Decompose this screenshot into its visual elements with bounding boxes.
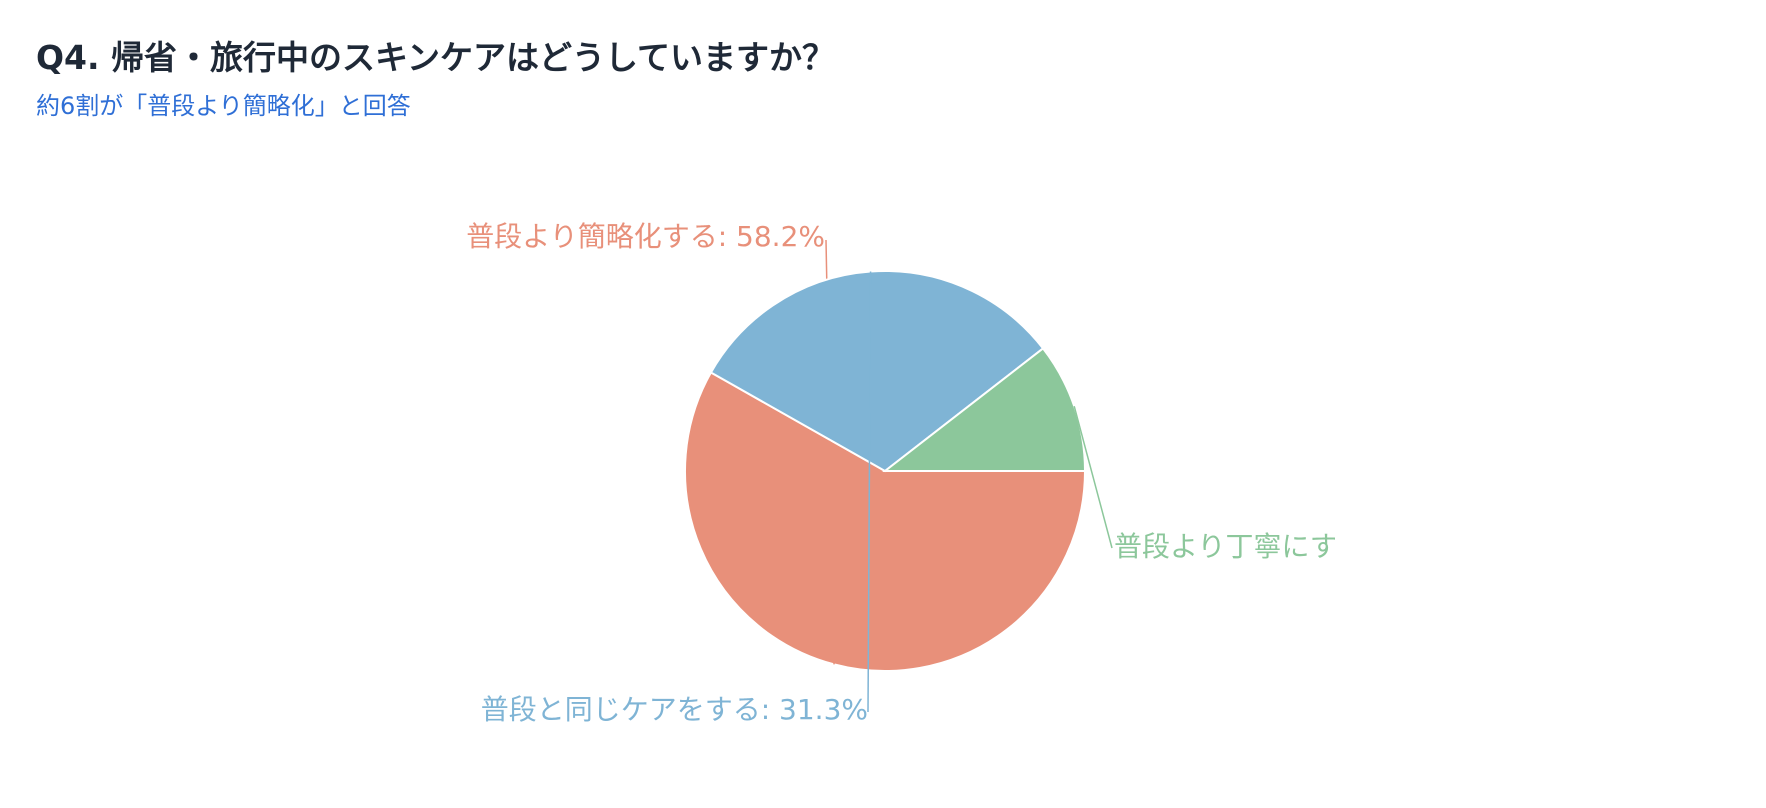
chart-header: Q4. 帰省・旅行中のスキンケアはどうしていますか？ 約6割が「普段より簡略化」… <box>36 38 1236 120</box>
chart-title: Q4. 帰省・旅行中のスキンケアはどうしていますか？ <box>36 38 836 77</box>
leader-line <box>1073 406 1113 549</box>
pie-labels: 普段より簡略化する: 58.2% 普段と同じケアをする: 31.3% 普段より丁寧に… <box>466 220 1338 726</box>
pie-slice-label: 普段より丁寧にす <box>1114 530 1338 563</box>
pie-slices <box>684 239 1113 713</box>
chart-subtitle: 約6割が「普段より簡略化」と回答 <box>36 91 411 120</box>
pie-slice <box>882 347 1087 472</box>
leader-line <box>867 271 872 713</box>
pie-slice-label: 普段より簡略化する: 58.2% <box>466 220 825 253</box>
pie-slice-label: 普段と同じケアをする: 31.3% <box>481 693 868 726</box>
